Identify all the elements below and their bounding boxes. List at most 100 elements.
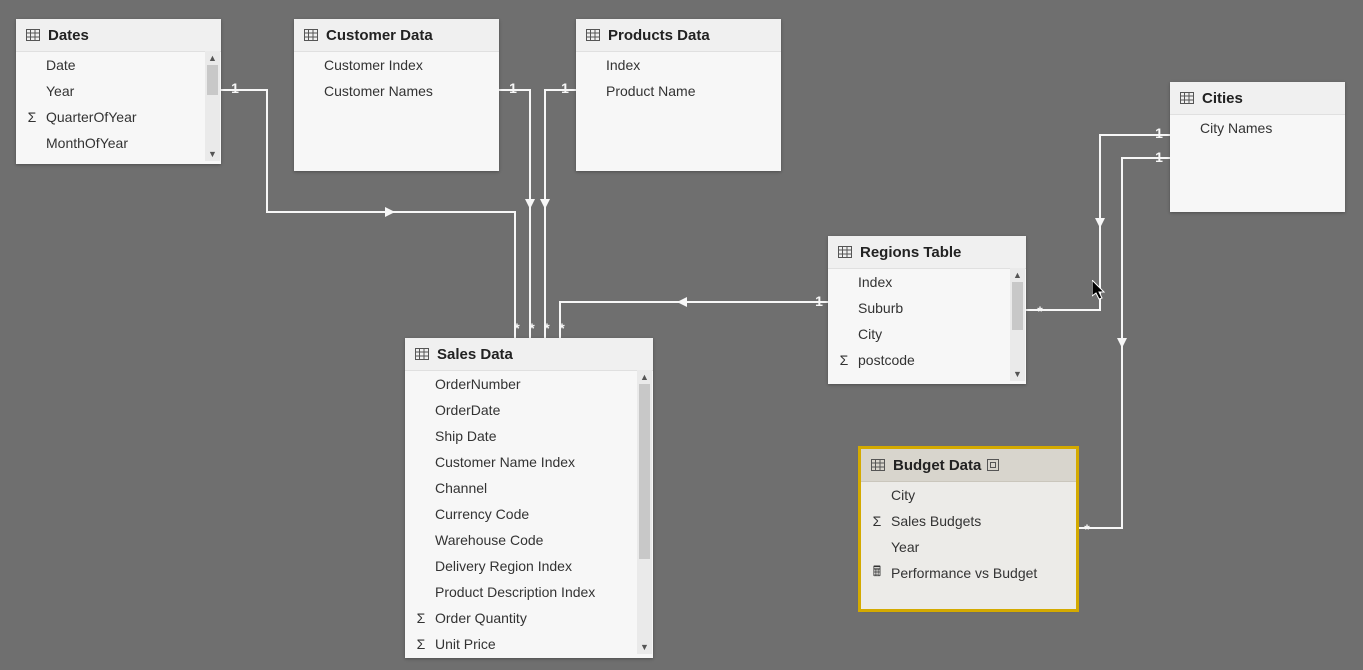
field-row[interactable]: Ship Date (405, 423, 653, 449)
field-row[interactable]: ΣOrder Quantity (405, 605, 653, 631)
cardinality-label: * (510, 320, 524, 336)
field-row[interactable]: OrderNumber (405, 371, 653, 397)
scroll-thumb[interactable] (1012, 282, 1023, 330)
table-header[interactable]: Dates (16, 19, 221, 52)
scroll-down-icon[interactable]: ▼ (637, 640, 652, 654)
table-header[interactable]: Customer Data (294, 19, 499, 52)
relationship-arrow (540, 199, 550, 209)
cardinality-label: 1 (812, 293, 826, 309)
scroll-down-icon[interactable]: ▼ (205, 147, 220, 161)
field-row[interactable]: Customer Index (294, 52, 499, 78)
field-row[interactable]: ΣUnit Price (405, 631, 653, 657)
cardinality-label: 1 (1152, 149, 1166, 165)
field-label: Customer Name Index (435, 454, 575, 470)
table-header[interactable]: Regions Table (828, 236, 1026, 269)
cardinality-label: * (555, 320, 569, 336)
cardinality-label: * (540, 320, 554, 336)
field-label: QuarterOfYear (46, 109, 137, 125)
table-title: Regions Table (860, 244, 961, 261)
cardinality-label: 1 (1152, 125, 1166, 141)
table-title: Products Data (608, 27, 710, 44)
scroll-up-icon[interactable]: ▲ (637, 370, 652, 384)
cardinality-label: * (525, 320, 539, 336)
field-label: Customer Index (324, 57, 423, 73)
field-label: Sales Budgets (891, 513, 981, 529)
field-label: Suburb (858, 300, 903, 316)
field-label: OrderDate (435, 402, 500, 418)
field-row[interactable]: City (828, 321, 1026, 347)
field-row[interactable]: MonthOfYear (16, 130, 221, 156)
scroll-thumb[interactable] (207, 65, 218, 95)
scrollbar[interactable]: ▲▼ (637, 370, 652, 654)
scroll-down-icon[interactable]: ▼ (1010, 367, 1025, 381)
table-icon (26, 29, 40, 41)
table-regions[interactable]: Regions TableIndexSuburbCityΣpostcode▲▼ (828, 236, 1026, 384)
table-title: Budget Data (893, 457, 981, 474)
table-customer[interactable]: Customer Data Customer Index Customer Name… (294, 19, 499, 171)
scrollbar[interactable]: ▲▼ (1010, 268, 1025, 381)
table-title: Dates (48, 27, 89, 44)
cardinality-label: * (1080, 521, 1094, 537)
relationship-arrow (677, 297, 687, 307)
table-dates[interactable]: DatesDateYearΣQuarterOfYearMonthOfYear▲▼ (16, 19, 221, 164)
field-label: Warehouse Code (435, 532, 543, 548)
field-row[interactable]: Year (16, 78, 221, 104)
field-row[interactable]: Customer Name Index (405, 449, 653, 475)
field-label: Performance vs Budget (891, 565, 1037, 581)
field-row[interactable]: Delivery Region Index (405, 553, 653, 579)
field-row[interactable]: Product Description Index (405, 579, 653, 605)
field-row[interactable]: City (861, 482, 1076, 508)
field-label: City Names (1200, 120, 1272, 136)
table-header[interactable]: Cities (1170, 82, 1345, 115)
field-row[interactable]: Product Name (576, 78, 781, 104)
field-label: Channel (435, 480, 487, 496)
field-row[interactable]: Suburb (828, 295, 1026, 321)
field-label: City (858, 326, 882, 342)
field-row[interactable]: OrderDate (405, 397, 653, 423)
table-products[interactable]: Products Data Index Product Name (576, 19, 781, 171)
field-label: Product Description Index (435, 584, 595, 600)
field-row[interactable]: Index (576, 52, 781, 78)
table-sales[interactable]: Sales DataOrderNumber OrderDate Ship Date C… (405, 338, 653, 658)
sum-icon: Σ (413, 636, 429, 652)
measure-icon: 🖩 (869, 561, 885, 585)
field-row[interactable]: Date (16, 52, 221, 78)
field-row[interactable]: Currency Code (405, 501, 653, 527)
field-row[interactable]: Σ Sales Budgets (861, 508, 1076, 534)
table-icon (304, 29, 318, 41)
scroll-up-icon[interactable]: ▲ (1010, 268, 1025, 282)
table-budget[interactable]: Budget Data City Σ Sales Budgets Year🖩 Perfor… (861, 449, 1076, 609)
field-label: Product Name (606, 83, 695, 99)
field-row[interactable]: Channel (405, 475, 653, 501)
field-label: Order Quantity (435, 610, 527, 626)
field-list: City Σ Sales Budgets Year🖩 Performance vs Bu… (861, 482, 1076, 586)
field-row[interactable]: ΣQuarterOfYear (16, 104, 221, 130)
field-row[interactable]: Index (828, 269, 1026, 295)
scroll-up-icon[interactable]: ▲ (205, 51, 220, 65)
scrollbar[interactable]: ▲▼ (205, 51, 220, 161)
cardinality-label: 1 (228, 80, 242, 96)
cardinality-label: 1 (506, 80, 520, 96)
model-canvas[interactable]: 1*1*1*1*1*1*DatesDateYearΣQuarterOfYearM… (0, 0, 1363, 670)
relationship-line-products-sales[interactable] (545, 90, 576, 338)
field-list: OrderNumber OrderDate Ship Date Customer Na… (405, 371, 653, 657)
field-row[interactable]: Warehouse Code (405, 527, 653, 553)
relationship-arrow (1117, 338, 1127, 348)
relationship-line-regions-sales[interactable] (560, 302, 828, 338)
field-list: Index Product Name (576, 52, 781, 104)
field-row[interactable]: Σpostcode (828, 347, 1026, 373)
field-row[interactable]: Customer Names (294, 78, 499, 104)
table-header[interactable]: Products Data (576, 19, 781, 52)
relationship-arrow (525, 199, 535, 209)
field-row[interactable]: Year (861, 534, 1076, 560)
field-row[interactable]: 🖩 Performance vs Budget (861, 560, 1076, 586)
table-icon (415, 348, 429, 360)
scroll-thumb[interactable] (639, 384, 650, 559)
field-row[interactable]: City Names (1170, 115, 1345, 141)
mouse-cursor-icon (1092, 280, 1108, 302)
sum-icon: Σ (869, 513, 885, 529)
table-header[interactable]: Budget Data (861, 449, 1076, 482)
table-cities[interactable]: Cities City Names (1170, 82, 1345, 212)
table-header[interactable]: Sales Data (405, 338, 653, 371)
field-label: Ship Date (435, 428, 496, 444)
